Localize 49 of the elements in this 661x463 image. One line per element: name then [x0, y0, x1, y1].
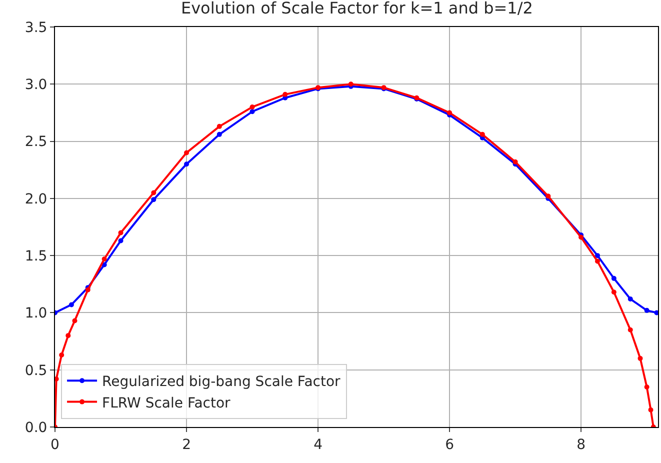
point: [595, 258, 600, 264]
line-series: [55, 82, 656, 427]
point: [55, 376, 59, 382]
point: [184, 150, 190, 156]
point: [66, 333, 71, 338]
point: [644, 308, 650, 313]
point: [480, 132, 485, 137]
point: [578, 234, 584, 240]
y-tick-label: 2.0: [24, 191, 48, 208]
point: [648, 407, 654, 412]
point: [68, 302, 74, 308]
point: [638, 356, 643, 361]
point: [59, 352, 64, 358]
point: [184, 162, 190, 167]
point: [151, 197, 156, 202]
x-tick-label: 6: [445, 436, 454, 453]
point: [644, 384, 650, 390]
point: [151, 190, 156, 196]
y-tick-label: 2.5: [24, 134, 48, 150]
y-tick-label: 1.0: [24, 306, 48, 322]
point: [250, 104, 255, 110]
point: [250, 109, 255, 114]
point: [118, 238, 124, 244]
point: [654, 310, 658, 316]
x-tick-label: 8: [576, 436, 586, 453]
point: [611, 290, 616, 295]
y-tick-label: 0.0: [24, 420, 48, 436]
y-tick-label: 3.0: [24, 77, 48, 94]
x-tick-label: 4: [314, 436, 323, 453]
legend-label: FLRW Scale Factor: [102, 395, 231, 412]
point: [595, 253, 600, 258]
y-tick-label: 0.5: [24, 362, 48, 379]
point: [512, 159, 518, 164]
point: [72, 318, 78, 324]
y-tick-label: 1.5: [24, 248, 48, 264]
point: [118, 230, 124, 236]
point: [611, 276, 616, 281]
x-tick-label: 0: [50, 436, 60, 453]
point: [216, 124, 222, 129]
legend-label: Regularized big-bang Scale Factor: [102, 374, 341, 390]
point: [628, 327, 633, 332]
point: [447, 110, 452, 116]
point: [102, 256, 107, 262]
x-tick-label: 2: [182, 436, 191, 453]
point: [282, 92, 288, 97]
point: [628, 296, 633, 302]
point: [216, 132, 222, 137]
y-tick-label: 3.5: [24, 20, 48, 36]
chart-title: Evolution of Scale Factor for k=1 and b=1/2: [180, 0, 533, 18]
